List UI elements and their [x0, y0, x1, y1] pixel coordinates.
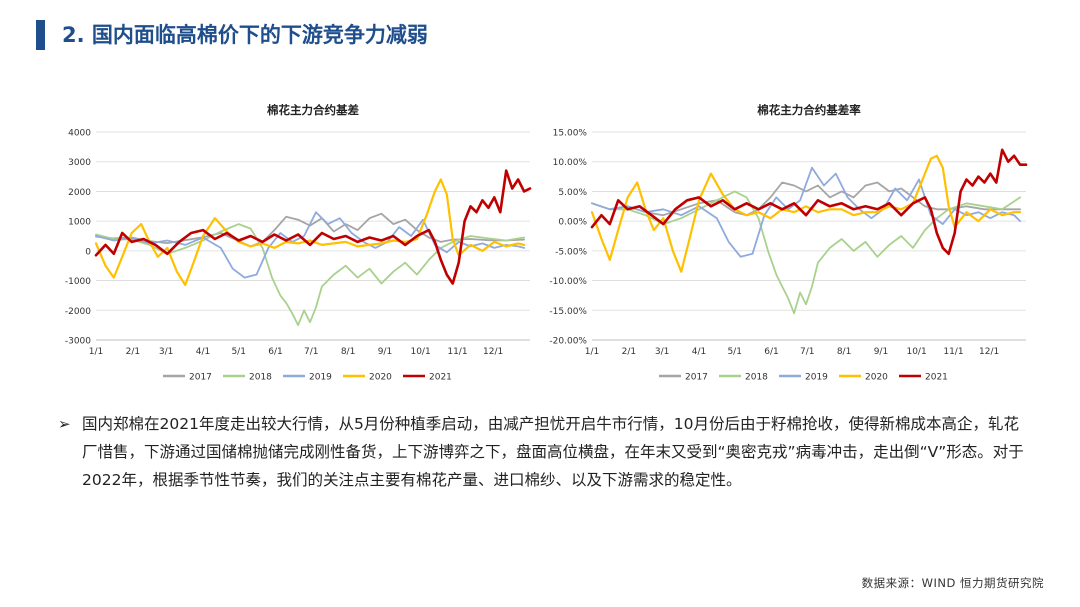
x-tick-label: 1/1 — [585, 347, 599, 357]
x-tick-label: 2/1 — [622, 347, 636, 357]
series-line-2020 — [94, 178, 526, 287]
chart-svg: 棉花主力合约基差 4000 3000 2000 1000 0 -1000 -2000 -3000… — [65, 103, 532, 383]
x-tick-label: 6/1 — [268, 347, 282, 357]
x-tick-label: 8/1 — [837, 347, 851, 357]
series-line-2019 — [591, 166, 1021, 258]
y-tick-label: 4000 — [68, 129, 91, 139]
x-tick-label: 12/1 — [979, 347, 999, 357]
x-tick-label: 3/1 — [159, 347, 173, 357]
y-tick-label: 1000 — [68, 218, 91, 228]
y-tick-label: -20.00% — [549, 337, 587, 347]
legend-label: 2017 — [189, 373, 212, 383]
x-tick-label: 2/1 — [126, 347, 140, 357]
y-tick-label: -15.00% — [549, 307, 587, 317]
y-tick-label: -3000 — [65, 337, 91, 347]
chart-svg: 棉花主力合约基差率 15.00% 10.00% 5.00% 0.00% -5.00% -10… — [549, 103, 1028, 383]
y-tick-label: 0 — [85, 247, 91, 257]
x-tick-label: 11/1 — [943, 347, 963, 357]
legend-label: 2021 — [925, 373, 948, 383]
series-line-2021 — [590, 148, 1028, 256]
x-tick-label: 9/1 — [378, 347, 392, 357]
series-line-2020 — [590, 154, 1022, 273]
basis-chart: 棉花主力合约基差 4000 3000 2000 1000 0 -1000 -2000 -3000… — [52, 96, 552, 386]
x-tick-label: 5/1 — [231, 347, 245, 357]
x-tick-label: 4/1 — [692, 347, 706, 357]
series-line-2021 — [94, 169, 532, 285]
basis-rate-chart: 棉花主力合约基差率 15.00% 10.00% 5.00% 0.00% -5.00% -10… — [548, 96, 1048, 386]
legend-label: 2021 — [429, 373, 452, 383]
series-line-2018 — [95, 223, 525, 326]
y-tick-label: 15.00% — [553, 129, 588, 139]
y-tick-label: 3000 — [68, 158, 91, 168]
legend-label: 2020 — [865, 373, 888, 383]
y-tick-label: 10.00% — [553, 158, 588, 168]
x-tick-label: 10/1 — [410, 347, 430, 357]
page-title: 2. 国内面临高棉价下的下游竞争力减弱 — [62, 23, 428, 47]
y-tick-label: 5.00% — [558, 188, 587, 198]
x-tick-label: 7/1 — [304, 347, 318, 357]
series-line-2018 — [591, 190, 1021, 315]
bullet-icon: ➢ — [58, 415, 71, 433]
x-tick-label: 10/1 — [906, 347, 926, 357]
x-tick-label: 3/1 — [655, 347, 669, 357]
data-source: 数据来源：WIND 恒力期货研究院 — [861, 576, 1044, 590]
y-tick-label: 2000 — [68, 188, 91, 198]
y-tick-label: -2000 — [65, 307, 91, 317]
y-tick-label: -5.00% — [555, 247, 587, 257]
legend-label: 2020 — [369, 373, 392, 383]
legend-label: 2019 — [805, 373, 828, 383]
x-tick-label: 6/1 — [764, 347, 778, 357]
x-tick-label: 5/1 — [727, 347, 741, 357]
chart-title: 棉花主力合约基差 — [267, 103, 359, 117]
legend-label: 2017 — [685, 373, 708, 383]
x-tick-label: 1/1 — [89, 347, 103, 357]
series-line-2017 — [591, 181, 1021, 217]
y-tick-label: -1000 — [65, 277, 91, 287]
x-tick-label: 4/1 — [196, 347, 210, 357]
y-tick-label: -10.00% — [549, 277, 587, 287]
x-tick-label: 11/1 — [447, 347, 467, 357]
series-line-2019 — [95, 211, 525, 279]
legend-label: 2019 — [309, 373, 332, 383]
header-accent-bar — [36, 20, 45, 50]
chart-title: 棉花主力合约基差率 — [757, 103, 861, 117]
x-tick-label: 12/1 — [483, 347, 503, 357]
legend-label: 2018 — [249, 373, 272, 383]
x-tick-label: 8/1 — [341, 347, 355, 357]
legend-label: 2018 — [745, 373, 768, 383]
y-tick-label: 0.00% — [558, 218, 587, 228]
analysis-paragraph: 国内郑棉在2021年度走出较大行情，从5月份种植季启动，由减产担忧开启牛市行情，… — [82, 415, 1024, 489]
x-tick-label: 9/1 — [874, 347, 888, 357]
x-tick-label: 7/1 — [800, 347, 814, 357]
